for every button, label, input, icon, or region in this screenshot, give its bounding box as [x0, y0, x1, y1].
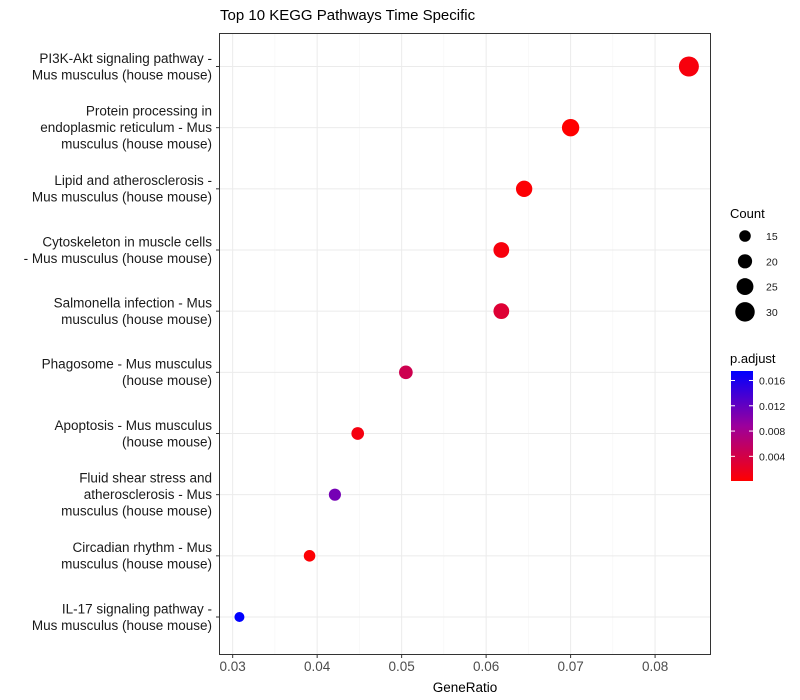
- pathway-label: Mus musculus (house mouse): [32, 618, 212, 633]
- count-legend-label: 30: [766, 307, 778, 319]
- data-point: [234, 612, 245, 622]
- pathway-label: (house mouse): [122, 434, 212, 449]
- data-point: [351, 427, 365, 440]
- pathway-label: - Mus musculus (house mouse): [24, 251, 212, 266]
- p-adjust-legend-title: p.adjust: [730, 351, 776, 366]
- x-tick-label: 0.04: [304, 659, 331, 674]
- count-legend-label: 25: [766, 282, 778, 294]
- data-point: [515, 180, 533, 197]
- count-legend-key: [735, 302, 755, 322]
- data-point: [328, 488, 341, 501]
- x-tick-label: 0.03: [220, 659, 246, 674]
- chart-title: Top 10 KEGG Pathways Time Specific: [220, 7, 476, 24]
- count-legend-key: [736, 278, 754, 296]
- count-legend-label: 15: [766, 231, 778, 243]
- x-axis: 0.03 0.04 0.05 0.06 0.07 0.08: [220, 654, 668, 674]
- x-tick-label: 0.05: [388, 659, 414, 674]
- data-point: [493, 242, 510, 258]
- pathway-label: Circadian rhythm - Mus: [72, 540, 212, 555]
- pathway-label: Protein processing in: [86, 104, 212, 119]
- grid-lines: [220, 34, 710, 654]
- pathway-label: (house mouse): [122, 373, 212, 388]
- pathway-label: atherosclerosis - Mus: [84, 487, 213, 502]
- count-legend-label: 20: [766, 256, 778, 268]
- x-axis-title: GeneRatio: [433, 680, 498, 695]
- pathway-label: endoplasmic reticulum - Mus: [40, 120, 212, 135]
- data-point: [399, 365, 413, 380]
- p-adjust-legend: p.adjust 0.016 0.012 0.008 0.004: [730, 351, 785, 481]
- pathway-label: Mus musculus (house mouse): [32, 67, 212, 82]
- x-tick-label: 0.07: [557, 659, 583, 674]
- pathway-label: Lipid and atherosclerosis -: [54, 173, 212, 188]
- pathway-label: musculus (house mouse): [61, 557, 212, 572]
- pathway-label: Salmonella infection - Mus: [54, 295, 213, 310]
- pathway-label: Phagosome - Mus musculus: [42, 357, 213, 372]
- x-tick-label: 0.08: [642, 659, 668, 674]
- p-adjust-legend-label: 0.012: [759, 401, 785, 413]
- pathway-label: IL-17 signaling pathway -: [62, 601, 212, 616]
- count-legend-key: [739, 230, 751, 242]
- pathway-label: PI3K-Akt signaling pathway -: [39, 51, 212, 66]
- data-point: [493, 303, 510, 320]
- pathway-label: musculus (house mouse): [61, 312, 212, 327]
- pathway-label: Apoptosis - Mus musculus: [54, 418, 212, 433]
- pathway-label: Cytoskeleton in muscle cells: [42, 234, 212, 249]
- data-point: [561, 118, 580, 137]
- data-point: [303, 550, 316, 562]
- pathway-label: Fluid shear stress and: [79, 471, 212, 486]
- p-adjust-legend-label: 0.016: [759, 375, 785, 387]
- pathway-label: musculus (house mouse): [61, 504, 212, 519]
- pathway-label: musculus (house mouse): [61, 137, 212, 152]
- pathway-label: Mus musculus (house mouse): [32, 190, 212, 205]
- data-point: [678, 56, 699, 77]
- count-legend-title: Count: [730, 206, 765, 221]
- p-adjust-colorbar: [731, 371, 753, 481]
- count-legend-key: [737, 254, 753, 269]
- x-tick-label: 0.06: [473, 659, 499, 674]
- count-legend: Count 15 20 25 30: [730, 206, 778, 322]
- p-adjust-legend-label: 0.004: [759, 451, 785, 463]
- plot-panel: [219, 33, 711, 655]
- y-axis-labels: PI3K-Akt signaling pathway -Mus musculus…: [24, 51, 220, 633]
- data-points: [234, 56, 699, 622]
- p-adjust-legend-label: 0.008: [759, 426, 785, 438]
